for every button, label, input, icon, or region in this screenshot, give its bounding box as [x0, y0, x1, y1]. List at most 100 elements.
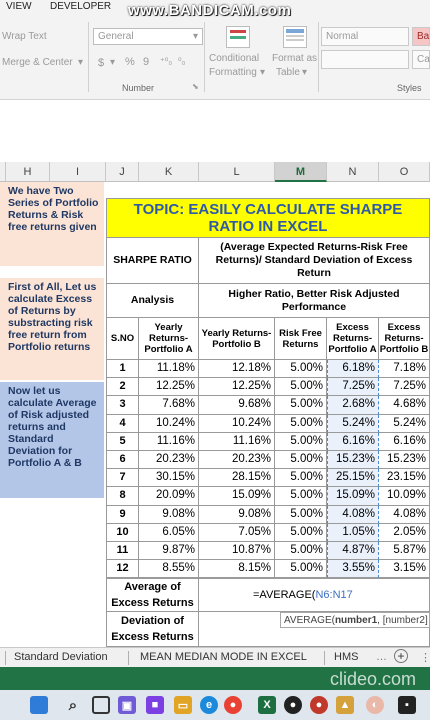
excel-icon[interactable]: X [258, 696, 276, 714]
decrease-decimal-icon[interactable]: ⁰₀ [178, 56, 186, 66]
row-yearly-b[interactable]: 10.87% [199, 542, 275, 561]
row-excess-b[interactable]: 5.87% [379, 542, 430, 561]
row-yearly-b[interactable]: 15.09% [199, 487, 275, 506]
row-excess-b[interactable]: 7.25% [379, 378, 430, 397]
chevron-down-icon[interactable]: ▾ [110, 57, 116, 68]
windows-start-icon[interactable] [30, 696, 48, 714]
row-yearly-b[interactable]: 10.24% [199, 414, 275, 433]
chevron-down-icon[interactable]: ▾ [260, 67, 266, 78]
percent-button[interactable]: % [125, 56, 135, 68]
comma-style-button[interactable]: 9 [143, 56, 150, 68]
tab-hms[interactable]: HMS [334, 651, 359, 663]
row-yearly-a[interactable]: 9.08% [139, 505, 199, 524]
record-icon[interactable]: ● [310, 696, 328, 714]
row-yearly-a[interactable]: 11.18% [139, 360, 199, 379]
row-yearly-b[interactable]: 9.68% [199, 396, 275, 415]
row-excess-b[interactable]: 4.08% [379, 505, 430, 524]
chrome-icon[interactable]: ● [224, 696, 242, 714]
row-risk-free[interactable]: 5.00% [275, 378, 327, 397]
row-yearly-b[interactable]: 20.23% [199, 451, 275, 470]
row-excess-a[interactable]: 3.55% [327, 560, 379, 579]
conditional-formatting-label-1[interactable]: Conditional [209, 53, 260, 64]
style-normal[interactable]: Normal [321, 27, 409, 46]
row-excess-b[interactable]: 7.18% [379, 360, 430, 379]
row-risk-free[interactable]: 5.00% [275, 542, 327, 561]
style-calculation[interactable]: Ca [412, 50, 430, 69]
row-sno[interactable]: 10 [106, 523, 139, 542]
search-icon[interactable]: ⌕ [68, 696, 78, 714]
row-sno[interactable]: 4 [106, 414, 139, 433]
row-risk-free[interactable]: 5.00% [275, 360, 327, 379]
format-as-table-label-1[interactable]: Format as [272, 53, 318, 64]
edge-icon[interactable]: e [200, 696, 218, 714]
currency-button[interactable]: $ [98, 57, 105, 69]
app-icon-4[interactable]: ▪ [398, 696, 416, 714]
row-risk-free[interactable]: 5.00% [275, 560, 327, 579]
tab-view[interactable]: VIEW [6, 1, 32, 12]
number-format-dropdown[interactable]: General ▾ [93, 28, 203, 45]
row-yearly-a[interactable]: 20.23% [139, 451, 199, 470]
row-excess-b[interactable]: 6.16% [379, 432, 430, 451]
tooltip-arg1[interactable]: number1 [334, 615, 378, 626]
tab-standard-deviation[interactable]: Standard Deviation [14, 651, 108, 663]
row-excess-b[interactable]: 5.24% [379, 414, 430, 433]
row-excess-a[interactable]: 4.08% [327, 505, 379, 524]
worksheet-grid[interactable]: We have Two Series of Portfolio Returns … [0, 182, 430, 647]
average-formula-cell[interactable]: =AVERAGE(N6:N17 [199, 578, 430, 612]
merge-center-button[interactable]: Merge & Center [2, 57, 73, 68]
row-yearly-a[interactable]: 10.24% [139, 414, 199, 433]
row-excess-a[interactable]: 25.15% [327, 469, 379, 488]
row-excess-a[interactable]: 15.09% [327, 487, 379, 506]
row-risk-free[interactable]: 5.00% [275, 396, 327, 415]
widgets-icon[interactable]: ▣ [118, 696, 136, 714]
row-yearly-a[interactable]: 12.25% [139, 378, 199, 397]
tooltip-rest[interactable]: , [number2] [377, 615, 428, 626]
row-sno[interactable]: 2 [106, 378, 139, 397]
row-sno[interactable]: 1 [106, 360, 139, 379]
row-excess-a[interactable]: 6.16% [327, 432, 379, 451]
app-icon-2[interactable]: ▲ [336, 696, 354, 714]
row-excess-a[interactable]: 7.25% [327, 378, 379, 397]
row-sno[interactable]: 12 [106, 560, 139, 579]
app-icon[interactable]: ● [284, 696, 302, 714]
style-neutral[interactable] [321, 50, 409, 69]
task-view-icon[interactable] [92, 696, 110, 714]
row-yearly-b[interactable]: 8.15% [199, 560, 275, 579]
column-header-i[interactable]: I [50, 162, 106, 182]
row-excess-a[interactable]: 15.23% [327, 451, 379, 470]
row-risk-free[interactable]: 5.00% [275, 451, 327, 470]
row-excess-a[interactable]: 5.24% [327, 414, 379, 433]
row-sno[interactable]: 5 [106, 432, 139, 451]
row-yearly-a[interactable]: 6.05% [139, 523, 199, 542]
row-yearly-a[interactable]: 9.87% [139, 542, 199, 561]
chevron-down-icon[interactable]: ▾ [302, 67, 308, 78]
column-header-k[interactable]: K [139, 162, 199, 182]
row-risk-free[interactable]: 5.00% [275, 523, 327, 542]
column-header-m[interactable]: M [275, 162, 327, 182]
chevron-down-icon[interactable]: ▾ [78, 57, 84, 68]
row-risk-free[interactable]: 5.00% [275, 469, 327, 488]
row-sno[interactable]: 8 [106, 487, 139, 506]
row-yearly-b[interactable]: 12.25% [199, 378, 275, 397]
row-yearly-b[interactable]: 12.18% [199, 360, 275, 379]
row-excess-a[interactable]: 6.18% [327, 360, 379, 379]
row-excess-b[interactable]: 10.09% [379, 487, 430, 506]
row-yearly-b[interactable]: 9.08% [199, 505, 275, 524]
conditional-formatting-label-2[interactable]: Formatting [209, 67, 257, 78]
row-yearly-b[interactable]: 7.05% [199, 523, 275, 542]
row-header-corner[interactable] [0, 162, 6, 182]
format-as-table-label-2[interactable]: Table [276, 67, 300, 78]
increase-decimal-icon[interactable]: ⁺⁰₀ [160, 56, 173, 66]
row-excess-b[interactable]: 15.23% [379, 451, 430, 470]
row-excess-b[interactable]: 4.68% [379, 396, 430, 415]
row-excess-b[interactable]: 23.15% [379, 469, 430, 488]
column-header-l[interactable]: L [199, 162, 275, 182]
row-sno[interactable]: 9 [106, 505, 139, 524]
column-header-j[interactable]: J [106, 162, 139, 182]
row-risk-free[interactable]: 5.00% [275, 414, 327, 433]
file-explorer-icon[interactable]: ▭ [174, 696, 192, 714]
row-risk-free[interactable]: 5.00% [275, 432, 327, 451]
row-risk-free[interactable]: 5.00% [275, 487, 327, 506]
more-tabs-icon[interactable]: … [376, 651, 387, 663]
chat-icon[interactable]: ■ [146, 696, 164, 714]
